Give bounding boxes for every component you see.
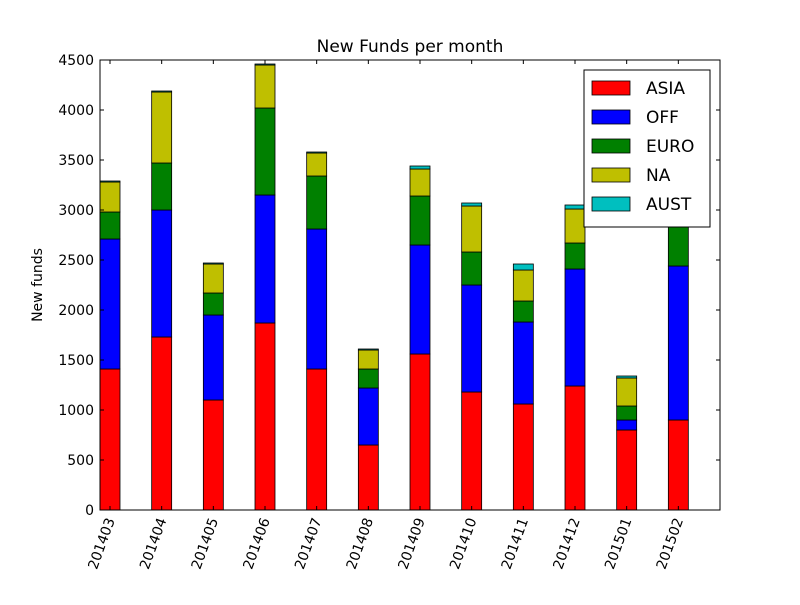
- bar-segment-euro-201406: [254, 107, 276, 196]
- bar-segment-off-201411: [512, 321, 534, 405]
- bar-segment-asia-201502: [667, 419, 689, 511]
- bar-segment-aust-201409: [409, 165, 431, 170]
- legend-swatch-aust: [591, 196, 631, 212]
- y-tick-label: 2000: [58, 303, 94, 319]
- y-tick-label: 3500: [58, 153, 94, 169]
- bar-segment-na-201408: [357, 349, 379, 370]
- y-axis-label: New funds: [30, 248, 46, 322]
- y-tick-label: 2500: [58, 253, 94, 269]
- legend-swatch-asia: [591, 80, 631, 96]
- bar-segment-asia-201501: [616, 429, 638, 511]
- bar-segment-asia-201410: [461, 391, 483, 511]
- bar-segment-aust-201411: [512, 263, 534, 271]
- bar-segment-na-201501: [616, 377, 638, 407]
- bar-segment-aust-201404: [151, 90, 173, 93]
- bar-segment-off-201408: [357, 387, 379, 446]
- bar-segment-off-201502: [667, 265, 689, 421]
- y-tick-label: 3000: [58, 203, 94, 219]
- legend-swatch-euro: [591, 138, 631, 154]
- bar-segment-euro-201411: [512, 300, 534, 323]
- bar-segment-na-201409: [409, 168, 431, 197]
- legend-label-off: OFF: [646, 108, 679, 128]
- bar-segment-euro-201412: [564, 242, 586, 270]
- bar-segment-off-201412: [564, 268, 586, 387]
- bar-segment-asia-201412: [564, 385, 586, 511]
- bar-segment-asia-201406: [254, 322, 276, 511]
- bar-segment-off-201405: [202, 314, 224, 401]
- legend-label-asia: ASIA: [646, 79, 685, 99]
- bar-segment-asia-201404: [151, 336, 173, 511]
- bar-segment-off-201406: [254, 194, 276, 324]
- bar-segment-asia-201411: [512, 403, 534, 511]
- bar-segment-aust-201405: [202, 262, 224, 265]
- bar-segment-aust-201410: [461, 202, 483, 207]
- bar-segment-na-201412: [564, 208, 586, 244]
- legend: ASIA OFF EURO NA AUST: [583, 69, 711, 228]
- y-tick-label: 1500: [58, 353, 94, 369]
- bar-segment-aust-201403: [99, 180, 121, 183]
- y-tick-label: 0: [85, 503, 94, 519]
- y-tick-label: 4000: [58, 103, 94, 119]
- bar-segment-off-201409: [409, 244, 431, 355]
- bar-segment-asia-201409: [409, 353, 431, 511]
- legend-label-na: NA: [646, 166, 671, 186]
- bar-segment-euro-201407: [306, 175, 328, 230]
- bar-segment-euro-201409: [409, 195, 431, 246]
- bar-segment-na-201406: [254, 64, 276, 109]
- legend-label-aust: AUST: [646, 195, 692, 215]
- bar-segment-asia-201408: [357, 444, 379, 511]
- legend-swatch-off: [591, 109, 631, 125]
- bar-segment-na-201407: [306, 152, 328, 177]
- legend-swatch-na: [591, 167, 631, 183]
- bar-segment-na-201405: [202, 263, 224, 294]
- bar-segment-na-201410: [461, 205, 483, 253]
- y-tick-label: 1000: [58, 403, 94, 419]
- bar-segment-off-201501: [616, 419, 638, 431]
- bar-segment-aust-201407: [306, 151, 328, 154]
- bar-segment-euro-201404: [151, 162, 173, 211]
- bar-segment-aust-201501: [616, 375, 638, 379]
- bar-segment-na-201404: [151, 91, 173, 164]
- bar-segment-euro-201501: [616, 405, 638, 421]
- bar-segment-asia-201405: [202, 399, 224, 511]
- bar-segment-euro-201405: [202, 292, 224, 316]
- bar-segment-euro-201403: [99, 211, 121, 240]
- bar-segment-euro-201408: [357, 368, 379, 389]
- bar-segment-asia-201407: [306, 368, 328, 511]
- bar-segment-off-201407: [306, 228, 328, 370]
- legend-label-euro: EURO: [646, 137, 694, 157]
- y-tick-label: 500: [67, 453, 94, 469]
- bar-segment-na-201403: [99, 181, 121, 213]
- bar-segment-euro-201410: [461, 251, 483, 286]
- y-tick-label: 4500: [58, 53, 94, 69]
- bar-segment-na-201411: [512, 269, 534, 302]
- bar-segment-aust-201408: [357, 348, 379, 351]
- bar-segment-aust-201412: [564, 204, 586, 210]
- bar-segment-off-201410: [461, 284, 483, 393]
- bar-segment-asia-201403: [99, 368, 121, 511]
- bar-segment-off-201403: [99, 238, 121, 370]
- bar-segment-aust-201406: [254, 63, 276, 66]
- chart-title: New Funds per month: [317, 37, 504, 57]
- plot-frame: [99, 59, 721, 511]
- bar-segment-off-201404: [151, 209, 173, 338]
- bars-layer: [99, 63, 689, 511]
